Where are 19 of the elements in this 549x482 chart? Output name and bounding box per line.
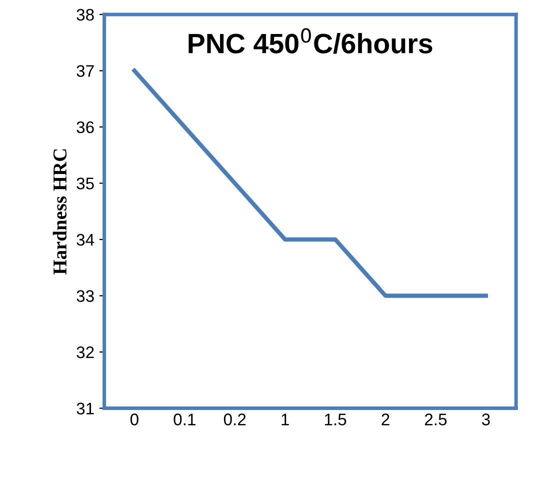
chart-title: PNC 450$^{0}$C/6hours (188, 28, 432, 54)
x-tick-label: 0.2 (224, 414, 246, 426)
x-tick-label: 1 (282, 414, 289, 426)
y-tick-label: 36 (76, 121, 94, 134)
y-tick-label: 31 (76, 402, 94, 414)
y-tick-label: 32 (76, 346, 94, 358)
x-tick-label: 2.5 (424, 414, 447, 426)
y-tick-label: 33 (76, 290, 94, 302)
x-tick-label: 0.1 (174, 414, 196, 426)
y-tick-label: 38 (76, 8, 94, 21)
y-tick-label: 34 (76, 234, 94, 246)
x-tick-label: 0 (130, 414, 138, 426)
y-tick-label: 35 (76, 178, 94, 190)
x-tick-label: 1.5 (324, 414, 346, 426)
x-tick-label: 2 (382, 414, 390, 426)
y-tick-label: 37 (76, 65, 94, 77)
x-tick-label: 3 (482, 414, 490, 426)
y-axis-title: Hardness HRC (52, 149, 67, 274)
line-series (132, 68, 488, 298)
